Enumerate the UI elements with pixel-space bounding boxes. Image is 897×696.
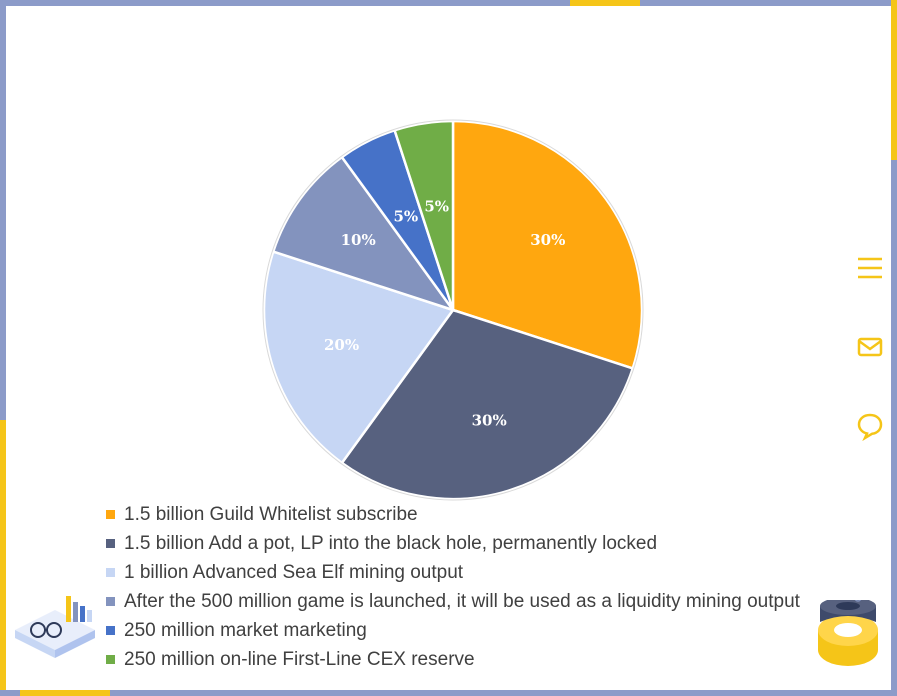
mail-icon[interactable] (855, 332, 885, 362)
frame-left-accent (0, 420, 6, 696)
legend-label: 1 billion Advanced Sea Elf mining output (124, 561, 464, 583)
pie-data-label-0: 30% (530, 231, 565, 249)
frame-top-accent (570, 0, 640, 6)
pie-data-label-2: 20% (324, 336, 359, 354)
frame-top-bar (0, 0, 897, 6)
legend-item: After the 500 million game is launched, … (106, 587, 866, 616)
legend-item: 250 million on-line First-Line CEX reser… (106, 645, 866, 674)
legend-swatch (106, 568, 115, 577)
isometric-analytics-illustration (15, 596, 95, 658)
pie-slice-2 (262, 250, 456, 465)
legend-label: 1.5 billion Guild Whitelist subscribe (124, 503, 418, 525)
legend-swatch (106, 597, 115, 606)
chat-icon[interactable] (855, 411, 885, 441)
pie-slice-3 (271, 155, 457, 313)
legend-swatch (106, 626, 115, 635)
legend-label: 250 million market marketing (124, 619, 367, 641)
legend-item: 1.5 billion Guild Whitelist subscribe (106, 500, 866, 529)
menu-icon[interactable] (855, 253, 885, 283)
legend-label: After the 500 million game is launched, … (124, 590, 800, 612)
pie-slice-0 (451, 119, 644, 370)
pie-data-label-5: 5% (424, 197, 449, 215)
pie-data-label-1: 30% (472, 411, 507, 429)
legend-swatch (106, 539, 115, 548)
legend-swatch (106, 655, 115, 664)
frame-right-bar (891, 0, 897, 696)
pie-slice-5 (393, 119, 455, 311)
legend-item: 1 billion Advanced Sea Elf mining output (106, 558, 866, 587)
frame-right-accent (891, 0, 897, 160)
pie-outline (262, 119, 644, 501)
frame-left-bar (0, 0, 6, 696)
frame-bottom-accent (20, 690, 110, 696)
frame-bottom-bar (0, 690, 897, 696)
pie-data-label-4: 5% (393, 207, 418, 225)
legend-item: 250 million market marketing (106, 616, 866, 645)
legend-item: 1.5 billion Add a pot, LP into the black… (106, 529, 866, 558)
3d-ring-chart-illustration (818, 600, 878, 666)
pie-data-label-3: 10% (341, 231, 376, 249)
legend-swatch (106, 510, 115, 519)
legend-label: 250 million on-line First-Line CEX reser… (124, 648, 475, 670)
legend-label: 1.5 billion Add a pot, LP into the black… (124, 532, 658, 554)
chart-legend: 1.5 billion Guild Whitelist subscribe 1.5… (106, 500, 866, 674)
pie-slice-1 (340, 308, 635, 501)
